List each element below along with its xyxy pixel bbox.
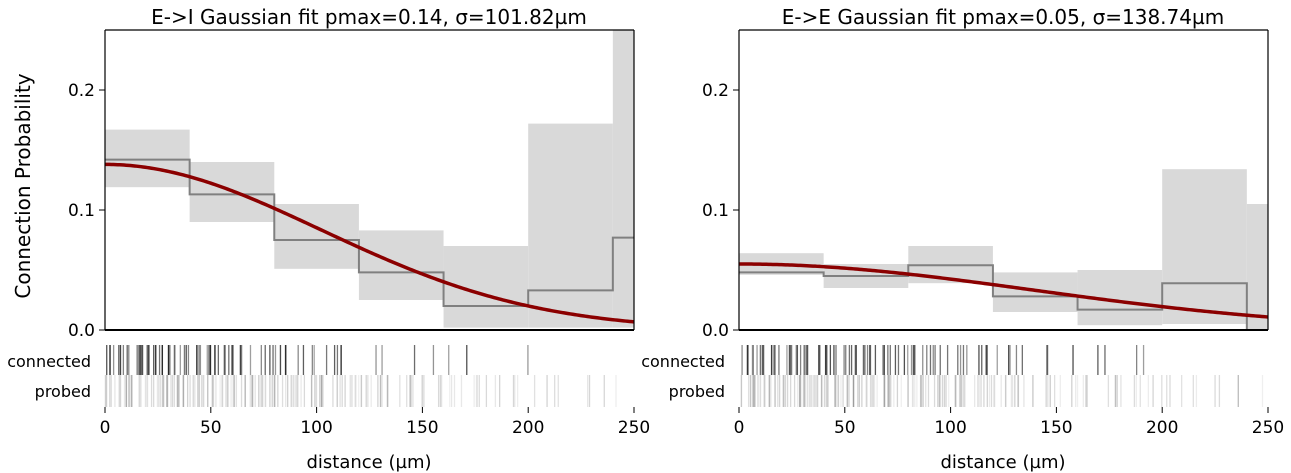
panel-e-to-e: E->E Gaussian fit pmax=0.05, σ=138.74µm … [641, 5, 1284, 473]
y-tick-label: 0.0 [702, 321, 729, 341]
strip-label-probed: probed [669, 382, 725, 401]
chart-title: E->E Gaussian fit pmax=0.05, σ=138.74µm [782, 5, 1224, 29]
x-tick-label: 250 [1252, 418, 1284, 438]
x-tick-label: 250 [618, 418, 650, 438]
y-tick-label: 0.2 [68, 81, 95, 101]
strip-label-connected: connected [641, 352, 725, 371]
ci-band [1162, 169, 1247, 324]
binned-probability-step [739, 264, 1268, 331]
x-tick-label: 0 [734, 418, 745, 438]
x-tick-label: 200 [1146, 418, 1178, 438]
x-axis-label: distance (µm) [940, 452, 1065, 473]
x-tick-label: 0 [100, 418, 111, 438]
gaussian-fit-line [739, 262, 1269, 319]
ci-band [612, 30, 634, 328]
ci-band [992, 272, 1078, 312]
x-tick-label: 50 [200, 418, 222, 438]
panel-e-to-i: E->I Gaussian fit pmax=0.14, σ=101.82µm … [7, 5, 650, 473]
y-tick-label: 0.1 [702, 201, 729, 221]
gaussian-fit-line [104, 162, 635, 324]
y-tick-label: 0.0 [68, 321, 95, 341]
x-tick-label: 100 [300, 418, 332, 438]
strip-label-probed: probed [35, 382, 91, 401]
ci-band [105, 129, 190, 188]
x-tick-label: 200 [512, 418, 544, 438]
strip-label-connected: connected [7, 352, 91, 371]
chart-title: E->I Gaussian fit pmax=0.14, σ=101.82µm [151, 5, 587, 29]
ci-band [1246, 204, 1268, 330]
y-tick-label: 0.1 [68, 201, 95, 221]
y-tick-label: 0.2 [702, 81, 729, 101]
ci-band [528, 123, 613, 328]
y-axis-label: Connection Probability [11, 73, 35, 298]
x-axis-label: distance (µm) [306, 452, 431, 473]
x-tick-label: 150 [1040, 418, 1072, 438]
x-tick-label: 150 [406, 418, 438, 438]
binned-probability-step [105, 158, 634, 307]
x-tick-label: 100 [934, 418, 966, 438]
x-tick-label: 50 [834, 418, 856, 438]
